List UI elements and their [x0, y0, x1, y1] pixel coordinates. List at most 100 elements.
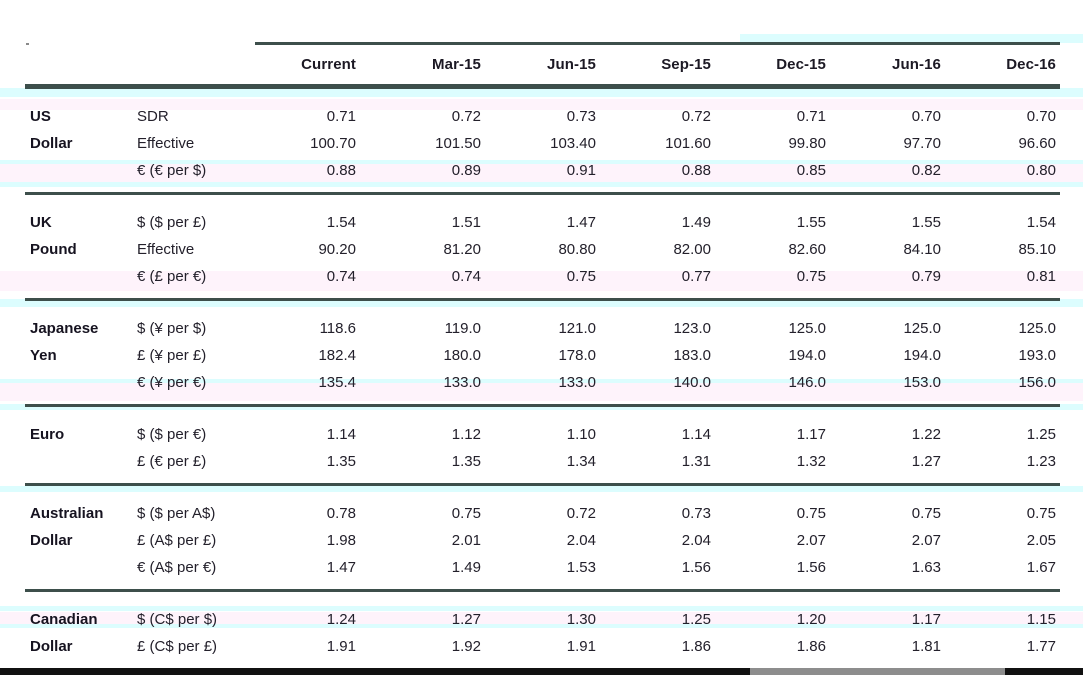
cell-value: 0.78: [326, 505, 356, 522]
currency-name-line: Pound: [30, 241, 77, 258]
cell-value: 0.74: [451, 268, 481, 285]
cell-value: 182.4: [318, 347, 356, 364]
table-row: Effective 100.70 101.50 103.40 101.60 99.80 97…: [130, 130, 1060, 157]
cell-value: 1.67: [1026, 559, 1056, 576]
row-label: £ (C$ per £): [137, 638, 218, 655]
row-label: £ (¥ per £): [137, 347, 207, 364]
section-rows: $ ($ per A$) 0.78 0.75 0.72 0.73 0.75 0.75 0.75…: [130, 500, 1060, 581]
cell-value: 1.17: [796, 426, 826, 443]
row-label: $ ($ per €): [137, 426, 207, 443]
cell-value: 133.0: [558, 374, 596, 391]
cell-value: 2.07: [796, 532, 826, 549]
cell-value: 1.25: [681, 611, 711, 628]
cell-value: 1.20: [796, 611, 826, 628]
currency-name-line: Dollar: [30, 135, 73, 152]
currency-section: Euro $ ($ per €) 1.14 1.12 1.10 1.14 1.17 1.22 1…: [25, 407, 1060, 483]
row-label: $ ($ per A$): [137, 505, 216, 522]
section-rows: SDR 0.71 0.72 0.73 0.72 0.71 0.70 0.70 Effective…: [130, 103, 1060, 184]
cell-value: 1.17: [911, 611, 941, 628]
cell-value: 2.04: [681, 532, 711, 549]
cell-value: 0.74: [326, 268, 356, 285]
cell-value: 0.75: [911, 505, 941, 522]
cell-value: 133.0: [443, 374, 481, 391]
cell-value: 193.0: [1018, 347, 1056, 364]
cell-value: 0.82: [911, 162, 941, 179]
cell-value: 99.80: [788, 135, 826, 152]
cell-value: 0.80: [1026, 162, 1056, 179]
cell-value: 2.07: [911, 532, 941, 549]
currency-name: Japanese Yen: [25, 315, 130, 396]
row-label: Effective: [137, 135, 195, 152]
column-header-jun-15: Jun-15: [547, 56, 596, 73]
cell-value: 125.0: [1018, 320, 1056, 337]
cell-value: 1.15: [1026, 611, 1056, 628]
cell-value: 1.47: [566, 214, 596, 231]
section-divider: [25, 589, 1060, 592]
stray-mark: [26, 43, 29, 45]
cell-value: 101.60: [665, 135, 711, 152]
cell-value: 0.71: [326, 108, 356, 125]
currency-name: Australian Dollar: [25, 500, 130, 581]
cell-value: 84.10: [903, 241, 941, 258]
cell-value: 81.20: [443, 241, 481, 258]
section-rows: $ (C$ per $) 1.24 1.27 1.30 1.25 1.20 1.17 1.15…: [130, 606, 1060, 660]
cell-value: 0.70: [911, 108, 941, 125]
table-body: US Dollar SDR 0.71 0.72 0.73 0.72 0.71 0.70 0.70 E…: [25, 89, 1060, 668]
cell-value: 1.86: [681, 638, 711, 655]
currency-name-line: Dollar: [30, 638, 73, 655]
cell-value: 101.50: [435, 135, 481, 152]
cell-value: 2.05: [1026, 532, 1056, 549]
section-rows: $ ($ per £) 1.54 1.51 1.47 1.49 1.55 1.55 1.54 E…: [130, 209, 1060, 290]
cell-value: 1.51: [451, 214, 481, 231]
header-top-rule: [255, 42, 1060, 45]
cell-value: 0.75: [451, 505, 481, 522]
column-header-dec-15: Dec-15: [776, 56, 826, 73]
cell-value: 1.56: [681, 559, 711, 576]
row-label: Effective: [137, 241, 195, 258]
cell-value: 0.73: [681, 505, 711, 522]
cell-value: 0.79: [911, 268, 941, 285]
cell-value: 1.54: [326, 214, 356, 231]
cell-value: 1.27: [911, 453, 941, 470]
cell-value: 0.75: [566, 268, 596, 285]
cell-value: 0.88: [326, 162, 356, 179]
cell-value: 1.92: [451, 638, 481, 655]
currency-section: US Dollar SDR 0.71 0.72 0.73 0.72 0.71 0.70 0.70 E…: [25, 89, 1060, 192]
cell-value: 1.98: [326, 532, 356, 549]
column-header-current: Current: [301, 56, 356, 73]
currency-section: Australian Dollar $ ($ per A$) 0.78 0.75 0.72…: [25, 486, 1060, 589]
cell-value: 1.53: [566, 559, 596, 576]
currency-name-line: Yen: [30, 347, 57, 364]
cell-value: 0.85: [796, 162, 826, 179]
column-header-jun-16: Jun-16: [892, 56, 941, 73]
cell-value: 0.75: [796, 505, 826, 522]
cell-value: 1.86: [796, 638, 826, 655]
cell-value: 0.70: [1026, 108, 1056, 125]
cell-value: 0.88: [681, 162, 711, 179]
cell-value: 1.34: [566, 453, 596, 470]
currency-name-line: Euro: [30, 426, 65, 443]
table-header-row: Current Mar-15 Jun-15 Sep-15 Dec-15 Jun-…: [25, 45, 1060, 84]
cell-value: 0.72: [451, 108, 481, 125]
table-row: $ ($ per €) 1.14 1.12 1.10 1.14 1.17 1.22 1.25: [130, 421, 1060, 448]
section-divider: [25, 192, 1060, 195]
currency-name-line: Dollar: [30, 532, 73, 549]
row-label: $ (C$ per $): [137, 611, 218, 628]
header-bottom-rule: [25, 84, 1060, 89]
cell-value: 1.31: [681, 453, 711, 470]
cell-value: 0.75: [1026, 505, 1056, 522]
cell-value: 0.72: [566, 505, 596, 522]
currency-name-line: Japanese: [30, 320, 99, 337]
currency-name: US Dollar: [25, 103, 130, 184]
cell-value: 80.80: [558, 241, 596, 258]
cell-value: 2.04: [566, 532, 596, 549]
currency-name: Euro: [25, 421, 130, 475]
table-row: £ (C$ per £) 1.91 1.92 1.91 1.86 1.86 1.81 1.77: [130, 633, 1060, 660]
cell-value: 1.30: [566, 611, 596, 628]
cell-value: 123.0: [673, 320, 711, 337]
cell-value: 0.91: [566, 162, 596, 179]
currency-section: Canadian Dollar $ (C$ per $) 1.24 1.27 1.30 1.…: [25, 592, 1060, 668]
cell-value: 2.01: [451, 532, 481, 549]
cell-value: 1.32: [796, 453, 826, 470]
